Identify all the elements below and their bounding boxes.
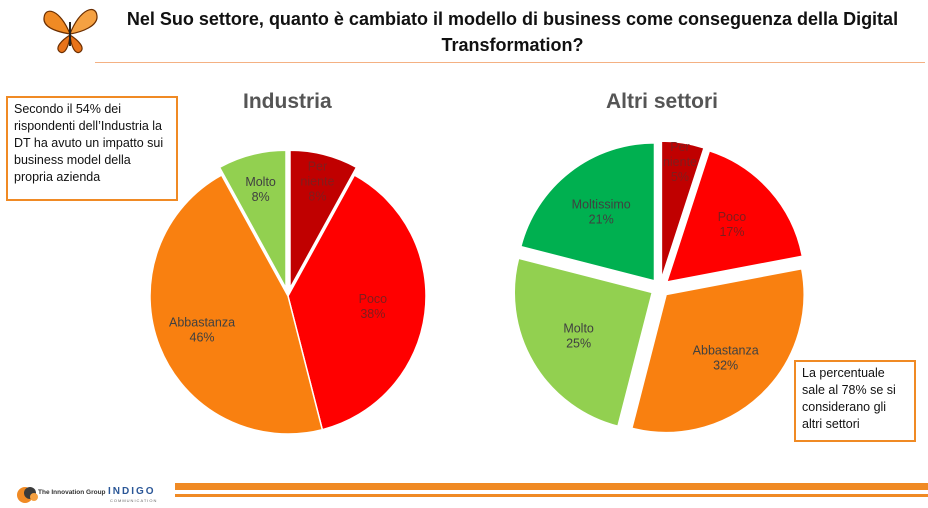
slice-category-label: niente [663, 155, 697, 169]
slice-label-per-niente: Per niente 5% [663, 140, 697, 184]
butterfly-logo-icon [43, 8, 98, 54]
innovation-group-logo-text: The Innovation Group [38, 489, 106, 496]
pie-slice-abbastanza [630, 267, 805, 434]
slice-category-label: Moltissimo [572, 198, 631, 212]
slice-label-abbastanza: Abbastanza 46% [169, 316, 235, 345]
pie-slice-abbastanza [149, 174, 324, 435]
slice-category-label: Abbastanza [693, 343, 759, 357]
pie-slice-molto [218, 149, 287, 289]
slice-category-label: Per [308, 159, 327, 173]
slice-category-label: Molto [245, 175, 276, 189]
callout-altri-settori: La percentuale sale al 78% se si conside… [794, 360, 916, 442]
slice-value-label: 5% [671, 170, 689, 184]
footer-bar [175, 483, 928, 490]
innovation-group-logo-icon [17, 487, 38, 503]
slice-label-abbastanza: Abbastanza 32% [693, 343, 759, 372]
chart-title-altri-settori: Altri settori [606, 90, 719, 113]
slice-category-label: Per [670, 140, 689, 154]
footer-bar-thin [175, 494, 928, 497]
slice-label-molto: Molto 25% [563, 322, 594, 351]
pie-slice-per-niente [289, 149, 358, 289]
slice-value-label: 21% [589, 213, 614, 227]
pie-slice-poco [665, 149, 804, 284]
pie-slice-molto [513, 257, 654, 428]
slice-category-label: Abbastanza [169, 316, 235, 330]
indigo-logo-subtext: COMMUNICATION [110, 498, 158, 503]
slice-value-label: 46% [190, 331, 215, 345]
slice-label-poco: Poco 17% [718, 210, 747, 239]
slice-label-molto: Molto 8% [245, 175, 276, 204]
page-title: Nel Suo settore, quanto è cambiato il mo… [126, 9, 899, 55]
slice-label-per-niente: Per niente 8% [300, 159, 334, 203]
slice-value-label: 17% [719, 225, 744, 239]
indigo-logo-text: INDIGO [108, 486, 156, 497]
slice-value-label: 25% [566, 337, 591, 351]
slice-category-label: Poco [359, 292, 388, 306]
slice-category-label: niente [300, 174, 334, 188]
pie-slice-per-niente [660, 140, 705, 280]
pie-slice-moltissimo [519, 142, 656, 282]
slice-category-label: Poco [718, 210, 747, 224]
slice-category-label: Molto [563, 322, 594, 336]
pie-chart-altri-settori: Per niente 5%Poco 17%Abbastanza 32%Molto 25%M… [513, 140, 805, 434]
title-divider [95, 62, 925, 63]
callout-industria: Secondo il 54% dei rispondenti dell’Indu… [6, 96, 178, 201]
slice-label-moltissimo: Moltissimo 21% [572, 198, 631, 227]
slice-value-label: 38% [360, 307, 385, 321]
pie-slice-poco [287, 174, 427, 431]
slice-value-label: 8% [308, 189, 326, 203]
slice-value-label: 32% [713, 358, 738, 372]
pie-chart-industria: Per niente 8%Poco 38%Abbastanza 46%Molto 8% [149, 149, 427, 435]
chart-title-industria: Industria [243, 90, 332, 113]
slice-value-label: 8% [252, 190, 270, 204]
slice-label-poco: Poco 38% [359, 292, 388, 321]
